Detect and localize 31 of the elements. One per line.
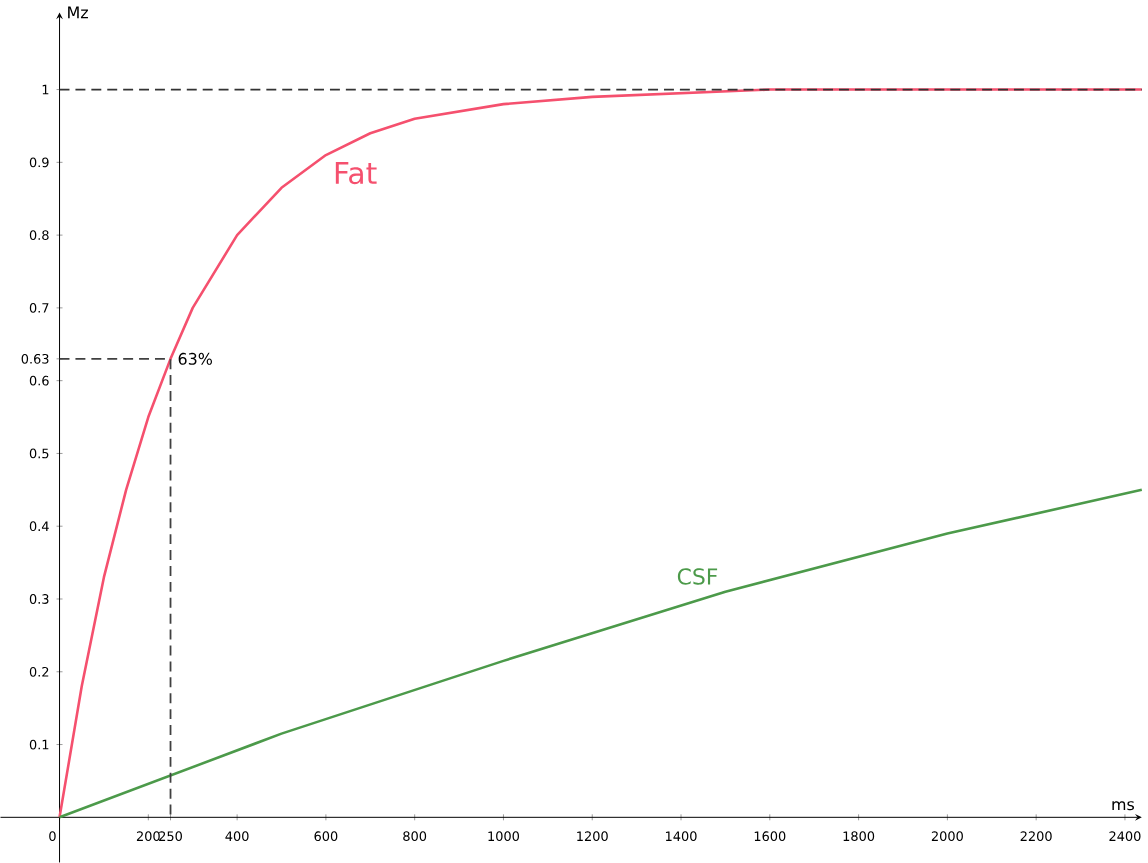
x-tick-label: 2200: [1020, 831, 1052, 842]
x-tick-label: 1200: [577, 831, 608, 842]
y-axis-title: Mz: [68, 6, 88, 19]
y-tick-label: 0.6: [29, 375, 49, 386]
y-tick-label: 0.2: [29, 666, 49, 677]
line-series: [58, 488, 1144, 819]
x-tick-label: 1000: [488, 831, 520, 842]
series-label: Fat: [335, 162, 377, 185]
series-label: CSF: [677, 568, 718, 585]
x-tick-label: 0: [49, 831, 56, 842]
y-tick-label: 0.3: [29, 594, 49, 604]
x-tick-label: 600: [314, 831, 338, 842]
y-tick-label: 0.7: [29, 303, 49, 313]
y-tick-label: 0.63: [21, 354, 49, 364]
y-tick-label: 0.9: [29, 157, 49, 168]
x-axis-title: ms: [1112, 801, 1135, 811]
x-tick-label: 2400: [1109, 831, 1141, 842]
x-tick-label: 200: [136, 831, 160, 842]
y-tick-label: 0.4: [29, 521, 49, 532]
annotation: 63%: [178, 352, 212, 365]
y-tick-label: 0.1: [29, 739, 49, 750]
y-tick-label: 0.8: [29, 230, 49, 241]
x-tick-label: 2000: [931, 831, 963, 842]
x-tick-label: 800: [403, 831, 427, 842]
x-tick-label: 1800: [843, 831, 875, 842]
x-tick-label: 1600: [754, 831, 786, 842]
y-tick-label: 1: [42, 84, 49, 95]
x-tick-label: 250: [159, 831, 182, 842]
x-tick-label: 1400: [665, 831, 697, 842]
y-tick-label: 0.5: [29, 448, 49, 459]
x-tick-label: 400: [225, 831, 249, 842]
